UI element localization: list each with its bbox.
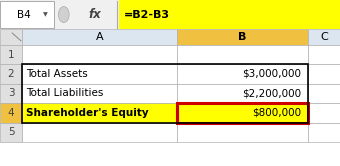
Bar [22,103,177,123]
Text: ▼: ▼ [43,12,48,17]
Text: 5: 5 [8,127,14,137]
Bar [22,45,177,64]
Text: 4: 4 [8,108,14,118]
Bar [308,29,340,45]
Bar [22,84,177,103]
Bar [0,29,22,45]
Bar [0,103,22,123]
Text: B: B [238,32,246,42]
Bar [177,45,308,64]
Text: C: C [320,32,328,42]
Text: $2,200,000: $2,200,000 [242,88,302,98]
Bar [0,64,22,84]
Text: 3: 3 [8,88,14,98]
Bar [22,123,177,142]
Text: Total Liabilities: Total Liabilities [26,88,104,98]
Bar [177,103,308,123]
Text: Total Assets: Total Assets [26,69,88,79]
Bar [177,123,308,142]
Bar [22,64,177,84]
Bar [119,0,340,29]
Bar [177,64,308,84]
Text: B4: B4 [17,9,31,20]
Ellipse shape [58,6,69,23]
Bar [0,1,54,28]
Text: Shareholder's Equity: Shareholder's Equity [26,108,149,118]
Bar [308,123,340,142]
Bar [177,84,308,103]
Bar [308,84,340,103]
Bar [177,103,308,123]
Text: $3,000,000: $3,000,000 [242,69,302,79]
Bar [0,84,22,103]
Text: =B2-B3: =B2-B3 [124,9,170,20]
Text: $800,000: $800,000 [253,108,302,118]
Bar [73,1,117,28]
Bar [177,29,308,45]
Text: A: A [96,32,103,42]
Text: 1: 1 [8,49,14,60]
Bar [0,123,22,142]
Text: 2: 2 [8,69,14,79]
Bar [0,45,22,64]
Bar [308,103,340,123]
Bar [22,29,177,45]
Bar [308,45,340,64]
Text: fx: fx [89,8,102,21]
Bar [308,64,340,84]
Bar [22,64,308,123]
